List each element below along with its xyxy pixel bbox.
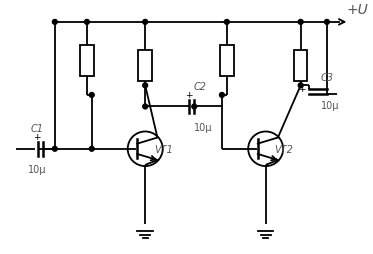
Bar	[138, 51, 152, 81]
Circle shape	[220, 93, 225, 98]
Bar	[294, 51, 307, 81]
Circle shape	[52, 147, 57, 152]
Text: +: +	[298, 85, 305, 94]
Circle shape	[225, 20, 229, 25]
Text: C1: C1	[30, 124, 43, 134]
Text: C2: C2	[194, 82, 207, 92]
Text: +: +	[185, 90, 192, 99]
Circle shape	[143, 20, 148, 25]
Circle shape	[325, 20, 329, 25]
Circle shape	[84, 20, 89, 25]
Text: 10μ: 10μ	[28, 165, 46, 174]
Circle shape	[298, 84, 303, 88]
Text: +U: +U	[346, 3, 368, 17]
Circle shape	[298, 20, 303, 25]
Text: VT1: VT1	[154, 145, 173, 154]
Text: 10μ: 10μ	[194, 122, 212, 132]
Bar	[80, 46, 94, 76]
Circle shape	[143, 105, 148, 109]
Circle shape	[143, 84, 148, 88]
Circle shape	[89, 147, 94, 152]
Text: +: +	[33, 133, 41, 141]
Text: 10μ: 10μ	[321, 101, 339, 111]
Text: C3: C3	[321, 73, 334, 83]
Circle shape	[89, 93, 94, 98]
Bar	[220, 46, 233, 76]
Circle shape	[52, 20, 57, 25]
Circle shape	[192, 105, 197, 109]
Text: VT2: VT2	[275, 145, 293, 154]
